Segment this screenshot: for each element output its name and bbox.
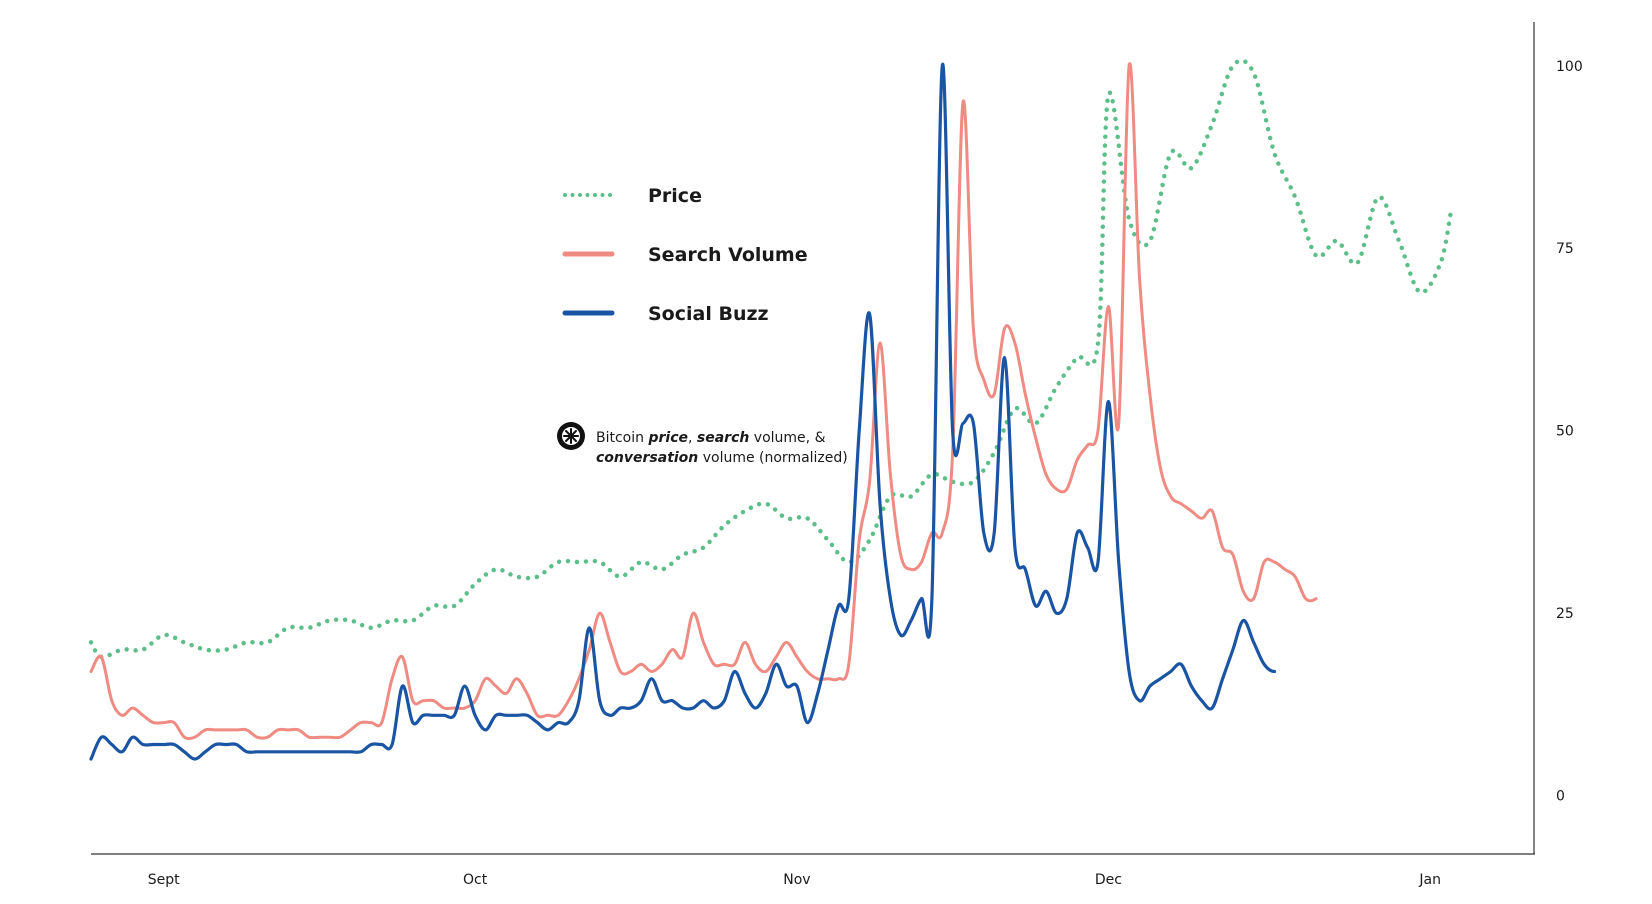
y-tick-label: 100 bbox=[1556, 59, 1583, 75]
legend-label-price: Price bbox=[648, 185, 702, 207]
x-tick-label: Dec bbox=[1095, 872, 1122, 888]
y-tick-labels: 0 25 50 75 100 bbox=[1556, 59, 1583, 805]
y-tick-label: 50 bbox=[1556, 424, 1574, 440]
x-tick-labels: Sept Oct Nov Dec Jan bbox=[148, 872, 1441, 888]
series-lines bbox=[88, 58, 1454, 761]
y-tick-label: 75 bbox=[1556, 241, 1574, 257]
y-tick-label: 0 bbox=[1556, 789, 1565, 805]
x-tick-label: Nov bbox=[783, 872, 810, 888]
series-line-search-volume bbox=[89, 62, 1318, 741]
y-tick-label: 25 bbox=[1556, 606, 1574, 622]
brand-logo-icon bbox=[557, 422, 585, 450]
chart-caption-line-2: conversation volume (normalized) bbox=[596, 450, 848, 466]
series-line-price bbox=[88, 58, 1454, 660]
x-tick-label: Oct bbox=[463, 872, 488, 888]
legend-label-social-buzz: Social Buzz bbox=[648, 303, 769, 325]
chart-caption-line-1: Bitcoin price, search volume, & bbox=[596, 430, 826, 446]
legend-label-search-volume: Search Volume bbox=[648, 244, 808, 266]
x-tick-label: Jan bbox=[1418, 872, 1441, 888]
legend: Price Search Volume Social Buzz bbox=[562, 185, 808, 325]
x-tick-label: Sept bbox=[148, 872, 180, 888]
series-line-social-buzz bbox=[89, 62, 1277, 761]
